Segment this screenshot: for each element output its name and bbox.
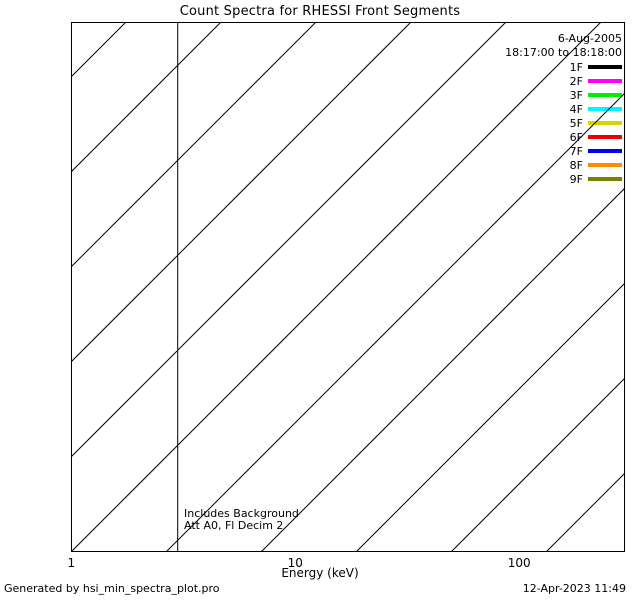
legend-label: 8F bbox=[569, 158, 583, 172]
legend-item: 3F bbox=[570, 88, 622, 102]
plot-area: Includes Background Att A0, Fl Decim 2 bbox=[71, 22, 625, 552]
legend-color-swatch bbox=[588, 163, 622, 167]
footer-timestamp: 12-Apr-2023 11:49 bbox=[522, 582, 626, 595]
legend-item: 6F bbox=[570, 130, 622, 144]
legend-item: 1F bbox=[570, 60, 622, 74]
legend-label: 4F bbox=[569, 102, 583, 116]
legend-item: 7F bbox=[570, 144, 622, 158]
legend-color-swatch bbox=[588, 121, 622, 125]
legend-item: 4F bbox=[570, 102, 622, 116]
hatched-region bbox=[71, 22, 625, 552]
legend-color-swatch bbox=[588, 79, 622, 83]
legend-label: 5F bbox=[569, 116, 583, 130]
x-tick-label: 10 bbox=[287, 556, 303, 570]
legend-color-swatch bbox=[588, 149, 622, 153]
legend-item: 5F bbox=[570, 116, 622, 130]
legend-color-swatch bbox=[588, 65, 622, 69]
observation-date: 6-Aug-2005 bbox=[557, 32, 622, 45]
legend-item: 9F bbox=[570, 172, 622, 186]
legend-label: 1F bbox=[569, 60, 583, 74]
x-tick-label: 1 bbox=[67, 556, 76, 570]
legend-label: 2F bbox=[569, 74, 583, 88]
legend-label: 9F bbox=[569, 172, 583, 186]
annotation-background: Includes Background bbox=[184, 507, 299, 520]
legend-label: 3F bbox=[569, 88, 583, 102]
spectra-canvas bbox=[71, 22, 625, 552]
legend-color-swatch bbox=[588, 107, 622, 111]
footer-generator: Generated by hsi_min_spectra_plot.pro bbox=[4, 582, 220, 595]
x-axis-label: Energy (keV) bbox=[281, 566, 359, 580]
legend: 1F 2F 3F 4F 5F 6F 7F 8F 9F bbox=[570, 60, 622, 186]
legend-color-swatch bbox=[588, 135, 622, 139]
annotation-attenuator: Att A0, Fl Decim 2 bbox=[184, 519, 284, 532]
legend-color-swatch bbox=[588, 177, 622, 181]
x-tick-label: 100 bbox=[507, 556, 531, 570]
legend-item: 8F bbox=[570, 158, 622, 172]
legend-color-swatch bbox=[588, 93, 622, 97]
legend-label: 6F bbox=[569, 130, 583, 144]
observation-time-range: 18:17:00 to 18:18:00 bbox=[505, 46, 622, 59]
legend-label: 7F bbox=[569, 144, 583, 158]
plot-frame bbox=[71, 22, 625, 552]
page-title: Count Spectra for RHESSI Front Segments bbox=[179, 4, 461, 19]
legend-item: 2F bbox=[570, 74, 622, 88]
